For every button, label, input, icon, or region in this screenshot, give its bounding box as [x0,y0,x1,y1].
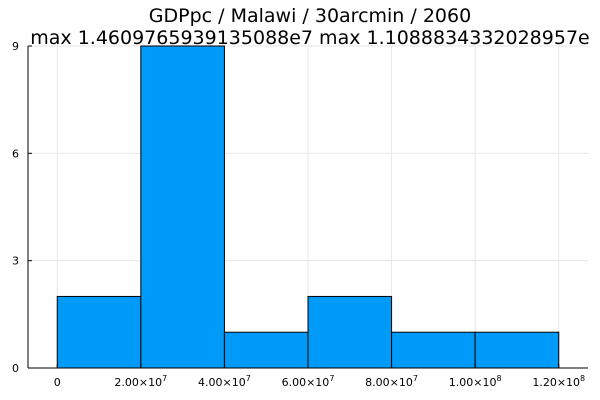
x-tick-label-1: 2.00×107 [114,374,167,389]
x-tick-label-6: 1.20×108 [532,374,585,389]
y-tick-label-2: 6 [12,147,19,160]
histogram-bar-1 [140,45,225,369]
x-tick-label-2: 4.00×107 [198,374,251,389]
y-tick-label-1: 3 [12,255,19,268]
bars-layer [56,45,560,369]
y-tick-label-3: 9 [12,40,19,53]
histogram-bar-5 [474,331,560,369]
y-ticks: 0 3 6 9 [12,40,32,375]
x-tick-label-3: 6.00×107 [282,374,335,389]
histogram-bar-4 [391,331,476,369]
histogram-bar-3 [307,295,393,369]
x-ticks: 0 2.00×107 4.00×107 6.00×107 8.00×107 1.00×10… [54,364,585,389]
x-tick-label-5: 1.00×108 [449,374,502,389]
histogram-bar-2 [223,331,309,369]
x-tick-label-4: 8.00×107 [365,374,418,389]
x-tick-label-0: 0 [54,376,61,389]
chart-title: GDPpc / Malawi / 30arcmin / 2060 [149,5,471,27]
chart-subtitle: max 1.4609765939135088e7 max 1.108883433… [30,27,589,49]
histogram-bar-0 [56,295,142,369]
y-tick-label-0: 0 [12,362,19,375]
